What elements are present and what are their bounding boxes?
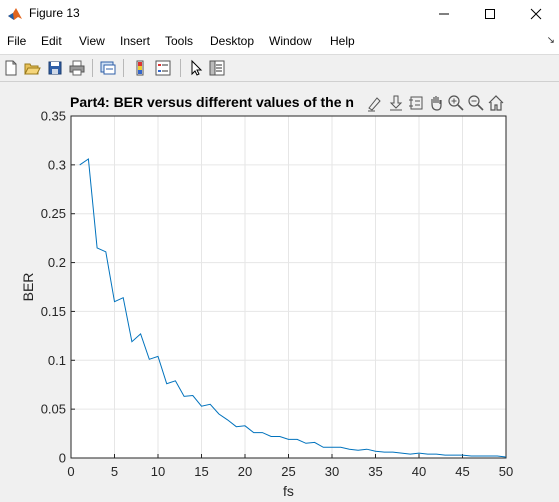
brush-button[interactable] — [366, 94, 384, 112]
x-axis-label: fs — [283, 483, 294, 499]
y-axis-label: BER — [20, 273, 36, 302]
link-plot-icon — [100, 61, 116, 75]
menu-insert[interactable]: Insert — [120, 34, 151, 48]
figure-toolbar — [0, 55, 559, 82]
y-tick-label: 0.05 — [41, 402, 66, 417]
zoom-in-icon — [448, 95, 464, 111]
menu-desktop[interactable]: Desktop — [210, 34, 255, 48]
dock-arrow-icon[interactable]: ↘ — [546, 35, 555, 46]
ber-line-chart[interactable]: 0 5 10 15 20 25 30 35 40 45 50 0 0.05 0.1 0.15 0.2 0.25 0… — [0, 82, 559, 502]
data-cursor-icon — [409, 96, 423, 110]
title-bar: Figure 13 — [0, 0, 559, 28]
data-tips-button[interactable] — [387, 94, 405, 112]
x-tick-label: 5 — [111, 464, 118, 479]
close-button[interactable] — [513, 0, 559, 28]
menu-file[interactable]: File — [7, 34, 27, 48]
toolbar-separator — [180, 59, 181, 77]
toolbar-separator — [123, 59, 124, 77]
x-tick-label: 20 — [238, 464, 252, 479]
y-tick-label: 0 — [59, 451, 66, 466]
axes-toolbar — [365, 92, 509, 114]
property-inspector-icon — [209, 60, 225, 76]
menu-help[interactable]: Help — [330, 34, 355, 48]
maximize-button[interactable] — [467, 0, 513, 28]
new-figure-icon — [5, 60, 17, 76]
data-cursor-button[interactable] — [407, 94, 425, 112]
pan-button[interactable] — [427, 94, 445, 112]
open-file-button[interactable] — [23, 59, 41, 77]
zoom-out-icon — [468, 95, 484, 111]
save-button[interactable] — [46, 59, 64, 77]
y-tick-label: 0.2 — [48, 255, 66, 270]
pan-icon — [431, 96, 442, 111]
open-file-icon — [24, 63, 41, 75]
edit-plot-button[interactable] — [187, 59, 205, 77]
print-button[interactable] — [68, 59, 86, 77]
zoom-out-button[interactable] — [467, 94, 485, 112]
data-tips-icon — [389, 95, 403, 111]
menu-bar: File Edit View Insert Tools Desktop Wind… — [0, 28, 559, 55]
print-icon — [69, 60, 85, 76]
new-figure-button[interactable] — [2, 59, 20, 77]
x-tick-label: 10 — [151, 464, 165, 479]
figure-canvas: 0 5 10 15 20 25 30 35 40 45 50 0 0.05 0.1 0.15 0.2 0.25 0… — [0, 82, 559, 502]
close-icon — [530, 8, 542, 20]
matlab-logo-icon — [8, 8, 22, 20]
brush-icon — [368, 97, 381, 112]
x-tick-label: 45 — [455, 464, 469, 479]
zoom-in-button[interactable] — [447, 94, 465, 112]
insert-colorbar-icon — [136, 60, 144, 76]
home-button[interactable] — [487, 94, 505, 112]
y-tick-label: 0.25 — [41, 206, 66, 221]
property-inspector-button[interactable] — [208, 59, 226, 77]
x-tick-label: 35 — [368, 464, 382, 479]
x-tick-label: 30 — [325, 464, 339, 479]
insert-colorbar-button[interactable] — [131, 59, 149, 77]
window-title: Figure 13 — [29, 6, 80, 20]
menu-view[interactable]: View — [79, 34, 105, 48]
minimize-icon — [439, 13, 449, 15]
x-tick-label: 0 — [67, 464, 74, 479]
x-tick-label: 15 — [194, 464, 208, 479]
insert-legend-icon — [155, 60, 171, 76]
minimize-button[interactable] — [421, 0, 467, 28]
x-tick-label: 25 — [281, 464, 295, 479]
y-tick-label: 0.15 — [41, 304, 66, 319]
toolbar-separator — [92, 59, 93, 77]
x-tick-label: 50 — [499, 464, 513, 479]
x-tick-label: 40 — [412, 464, 426, 479]
ber-series-line[interactable] — [79, 158, 507, 458]
menu-tools[interactable]: Tools — [165, 34, 194, 48]
y-tick-label: 0.35 — [41, 109, 66, 124]
maximize-icon — [485, 9, 495, 19]
menu-window[interactable]: Window — [269, 34, 312, 48]
link-plot-button[interactable] — [99, 59, 117, 77]
edit-plot-icon — [191, 59, 203, 76]
chart-title: Part4: BER versus different values of th… — [70, 94, 354, 110]
save-icon — [48, 61, 62, 75]
menu-edit[interactable]: Edit — [41, 34, 62, 48]
insert-legend-button[interactable] — [154, 59, 172, 77]
y-tick-label: 0.1 — [48, 353, 66, 368]
y-tick-label: 0.3 — [48, 157, 66, 172]
home-icon — [488, 95, 504, 111]
